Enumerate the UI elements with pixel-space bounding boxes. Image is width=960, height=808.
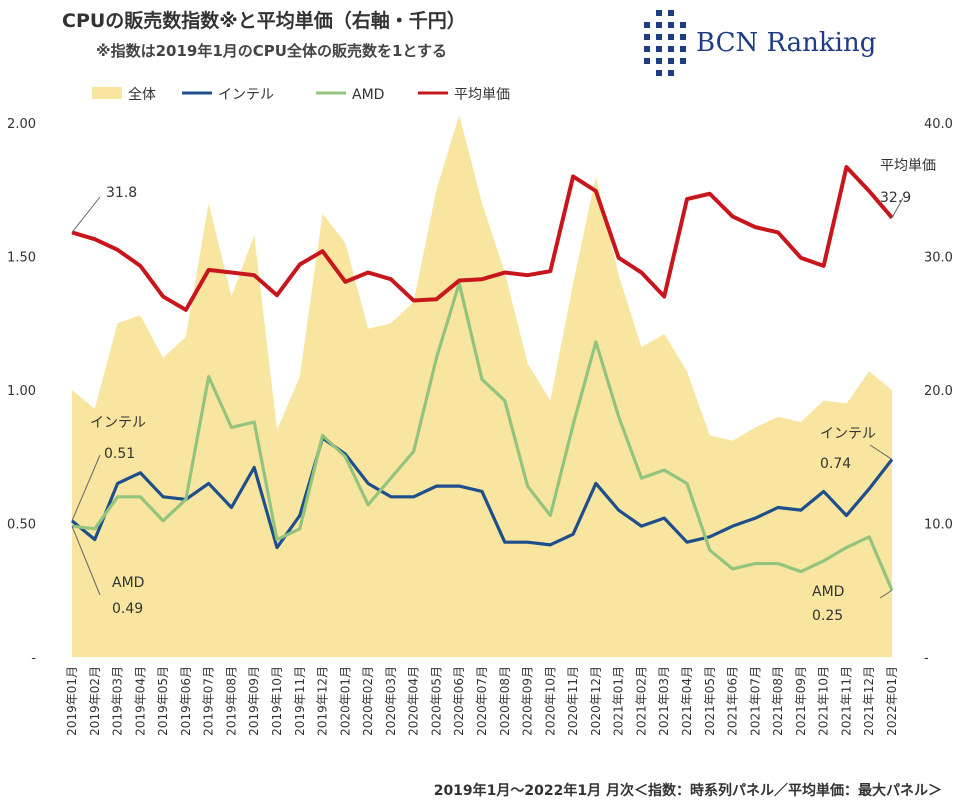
x-tick-label: 2019年02月	[88, 666, 102, 736]
x-tick-label: 2021年01月	[612, 666, 626, 736]
annotation-name: インテル	[820, 426, 876, 442]
area-layer	[72, 114, 892, 658]
x-tick-label: 2019年03月	[111, 666, 125, 736]
annotation-leader	[891, 197, 904, 219]
legend-swatch	[92, 87, 122, 99]
brand-logo: BCN Ranking	[640, 8, 910, 78]
legend-label: インテル	[218, 87, 274, 103]
x-tick-label: 2021年05月	[703, 666, 717, 736]
annotation-leader	[71, 196, 101, 233]
chart-footer: 2019年1月～2022年1月 月次＜指数：時系列パネル／平均単価：最大パネル＞	[433, 783, 942, 799]
y-left-tick-label: 1.00	[7, 384, 36, 399]
x-tick-label: 2020年11月	[566, 666, 580, 736]
annotation-value: 0.51	[104, 446, 135, 462]
x-tick-label: 2022年01月	[885, 666, 899, 736]
annotation-name: インテル	[90, 415, 146, 431]
y-right-tick-label: 30.0	[924, 251, 953, 266]
legend-label: 平均単価	[454, 87, 510, 103]
chart-title: CPUの販売数指数※と平均単価（右軸・千円）	[62, 10, 466, 32]
line-series-AMD	[71, 281, 894, 591]
x-tick-label: 2020年06月	[452, 666, 466, 736]
x-tick-label: 2019年07月	[202, 666, 216, 736]
annotation-value: 0.25	[812, 608, 843, 624]
annotation-leader	[71, 454, 101, 522]
bcn-grid-icon	[644, 10, 686, 76]
y-left-tick-label: 0.50	[7, 518, 36, 533]
annotation-leader	[879, 589, 893, 599]
x-tick-label: 2021年10月	[817, 666, 831, 736]
y-right-tick-label: 40.0	[924, 117, 953, 132]
x-tick-label: 2020年07月	[475, 666, 489, 736]
y-left-tick-label: 2.00	[7, 117, 36, 132]
annotation-name: AMD	[812, 584, 844, 600]
x-tick-label: 2020年02月	[361, 666, 375, 736]
x-tick-label: 2021年06月	[726, 666, 740, 736]
annotation-value: 0.74	[820, 456, 851, 472]
y-right-tick-label: -	[924, 651, 929, 666]
x-tick-label: 2020年03月	[384, 666, 398, 736]
annotation-name: 平均単価	[880, 158, 936, 174]
x-tick-label: 2019年01月	[65, 666, 79, 736]
x-tick-label: 2019年05月	[156, 666, 170, 736]
legend: 全体 インテル AMD 平均単価	[92, 86, 510, 103]
annotation-leader	[71, 525, 101, 596]
y-right-tick-label: 10.0	[924, 518, 953, 533]
x-tick-label: 2020年05月	[429, 666, 443, 736]
annotation-leader	[869, 444, 893, 460]
brand-name: BCN Ranking	[696, 28, 877, 58]
annotation-value: 31.8	[106, 185, 137, 201]
y-left-tick-label: 1.50	[7, 251, 36, 266]
legend-label: AMD	[352, 87, 384, 103]
x-tick-label: 2019年11月	[293, 666, 307, 736]
line-series-インテル	[70, 436, 894, 550]
line-series-平均単価	[71, 165, 894, 312]
x-tick-label: 2020年12月	[589, 666, 603, 736]
x-tick-label: 2021年02月	[634, 666, 648, 736]
x-tick-label: 2019年08月	[224, 666, 238, 736]
y-left-tick-label: -	[31, 651, 36, 666]
x-tick-label: 2020年09月	[521, 666, 535, 736]
x-tick-label: 2019年04月	[133, 666, 147, 736]
legend-label: 全体	[128, 86, 156, 103]
x-tick-label: 2020年08月	[498, 666, 512, 736]
x-tick-label: 2021年11月	[839, 666, 853, 736]
x-tick-label: 2021年09月	[794, 666, 808, 736]
x-tick-label: 2019年09月	[247, 666, 261, 736]
x-tick-label: 2021年04月	[680, 666, 694, 736]
x-tick-label: 2019年06月	[179, 666, 193, 736]
annotation-name: AMD	[112, 575, 144, 591]
x-tick-label: 2020年10月	[543, 666, 557, 736]
y-right-tick-label: 20.0	[924, 384, 953, 399]
annotation-value: 0.49	[112, 601, 143, 617]
chart-subtitle: ※指数は2019年1月のCPU全体の販売数を1とする	[96, 42, 447, 60]
annotation-layer: 31.8 平均単価 32.9 インテル 0.51 インテル 0.74 AMD 0.49 AMD 0.…	[71, 158, 936, 624]
x-tick-label: 2021年08月	[771, 666, 785, 736]
x-tick-label: 2021年03月	[657, 666, 671, 736]
x-tick-label: 2020年01月	[338, 666, 352, 736]
line-layer	[70, 165, 894, 591]
x-tick-label: 2021年07月	[748, 666, 762, 736]
axis-layer: - 0.50 1.00 1.50 2.00 - 10.0 20.0 30.0 40.0 2019年0…	[7, 117, 953, 736]
area-series-全体	[72, 114, 892, 658]
annotation-value: 32.9	[880, 190, 911, 206]
x-tick-label: 2021年12月	[862, 666, 876, 736]
x-tick-label: 2019年10月	[270, 666, 284, 736]
x-tick-label: 2019年12月	[316, 666, 330, 736]
x-tick-label: 2020年04月	[407, 666, 421, 736]
